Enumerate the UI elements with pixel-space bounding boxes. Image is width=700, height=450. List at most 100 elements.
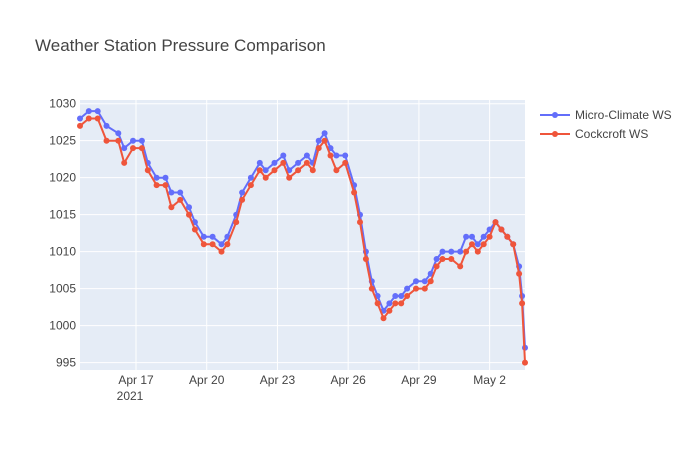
- y-tick-label: 1000: [49, 319, 76, 333]
- chart-title: Weather Station Pressure Comparison: [35, 36, 326, 55]
- data-point: [474, 248, 481, 255]
- x-axis-ticks: Apr 17 Apr 20 Apr 23 Apr 26 Apr 29 May 2: [118, 373, 506, 387]
- data-point: [321, 137, 328, 144]
- data-point: [480, 241, 487, 248]
- x-tick-label: Apr 20: [189, 373, 225, 387]
- data-point: [262, 174, 269, 181]
- data-point: [351, 189, 358, 196]
- data-point: [327, 152, 334, 159]
- data-point: [209, 233, 216, 240]
- data-point: [77, 122, 83, 129]
- legend-marker: [552, 131, 558, 137]
- legend-item[interactable]: Micro-Climate WS: [540, 108, 672, 122]
- data-point: [77, 115, 83, 122]
- data-point: [309, 167, 316, 174]
- x-tick-label: Apr 29: [401, 373, 437, 387]
- data-point: [315, 137, 322, 144]
- data-point: [130, 137, 136, 144]
- data-point: [295, 167, 302, 174]
- data-point: [130, 145, 136, 152]
- series-line: [79, 117, 526, 363]
- data-point: [121, 159, 128, 166]
- data-point: [94, 115, 101, 122]
- data-point: [519, 300, 526, 307]
- data-point: [303, 159, 310, 166]
- data-point: [486, 233, 493, 240]
- data-point: [247, 182, 254, 189]
- series-cockcroft-ws: [77, 115, 528, 366]
- data-point: [522, 359, 528, 366]
- data-point: [315, 145, 322, 152]
- y-tick-label: 1010: [49, 245, 76, 259]
- data-point: [386, 300, 393, 307]
- data-point: [439, 248, 446, 255]
- data-point: [404, 293, 411, 299]
- legend[interactable]: Micro-Climate WS Cockcroft WS: [540, 108, 672, 141]
- data-point: [115, 130, 122, 137]
- data-point: [303, 152, 310, 159]
- data-point: [239, 196, 246, 203]
- plot-area: [80, 100, 525, 370]
- data-point: [94, 108, 101, 115]
- data-point: [357, 219, 363, 226]
- data-point: [463, 248, 470, 255]
- data-point: [256, 159, 263, 166]
- data-point: [138, 137, 145, 144]
- data-point: [186, 211, 192, 218]
- data-point: [121, 145, 128, 152]
- data-point: [85, 108, 92, 115]
- data-point: [168, 189, 175, 196]
- data-point: [439, 256, 446, 262]
- y-axis-ticks: 995 1000 1005 1010 1015 1020 1025 1030: [49, 97, 76, 370]
- data-point: [162, 174, 169, 181]
- legend-marker: [552, 112, 558, 118]
- data-point: [342, 159, 349, 166]
- data-point: [374, 300, 381, 307]
- data-point: [398, 293, 405, 299]
- data-point: [153, 174, 160, 181]
- data-point: [469, 233, 475, 240]
- data-point: [421, 285, 428, 292]
- data-point: [380, 315, 387, 322]
- data-point: [433, 263, 440, 270]
- data-point: [392, 293, 399, 299]
- data-point: [480, 233, 487, 240]
- data-point: [492, 219, 499, 226]
- data-point: [280, 152, 287, 159]
- data-point: [386, 307, 393, 314]
- data-point: [368, 285, 375, 292]
- data-point: [286, 174, 293, 181]
- data-point: [295, 159, 302, 166]
- data-point: [191, 226, 198, 233]
- legend-label: Micro-Climate WS: [575, 108, 672, 122]
- data-point: [85, 115, 92, 122]
- data-point: [448, 256, 455, 262]
- legend-item[interactable]: Cockcroft WS: [540, 127, 648, 141]
- data-point: [271, 167, 278, 174]
- data-point: [218, 248, 225, 255]
- data-point: [421, 278, 428, 285]
- y-tick-label: 1020: [49, 171, 76, 185]
- y-tick-label: 1030: [49, 97, 76, 111]
- data-point: [186, 204, 192, 211]
- y-tick-label: 1025: [49, 134, 76, 148]
- data-point: [463, 233, 470, 240]
- data-point: [413, 285, 419, 292]
- data-point: [404, 285, 411, 292]
- data-point: [516, 270, 523, 277]
- data-point: [392, 300, 399, 307]
- data-point: [342, 152, 349, 159]
- y-tick-label: 995: [56, 356, 76, 370]
- data-point: [162, 182, 169, 189]
- data-point: [362, 256, 369, 262]
- data-point: [510, 241, 517, 248]
- data-point: [398, 300, 405, 307]
- data-point: [262, 167, 269, 174]
- data-point: [448, 248, 455, 255]
- data-point: [256, 167, 263, 174]
- data-point: [433, 256, 440, 262]
- data-point: [427, 278, 434, 285]
- x-tick-label: Apr 17: [118, 373, 154, 387]
- data-point: [209, 241, 216, 248]
